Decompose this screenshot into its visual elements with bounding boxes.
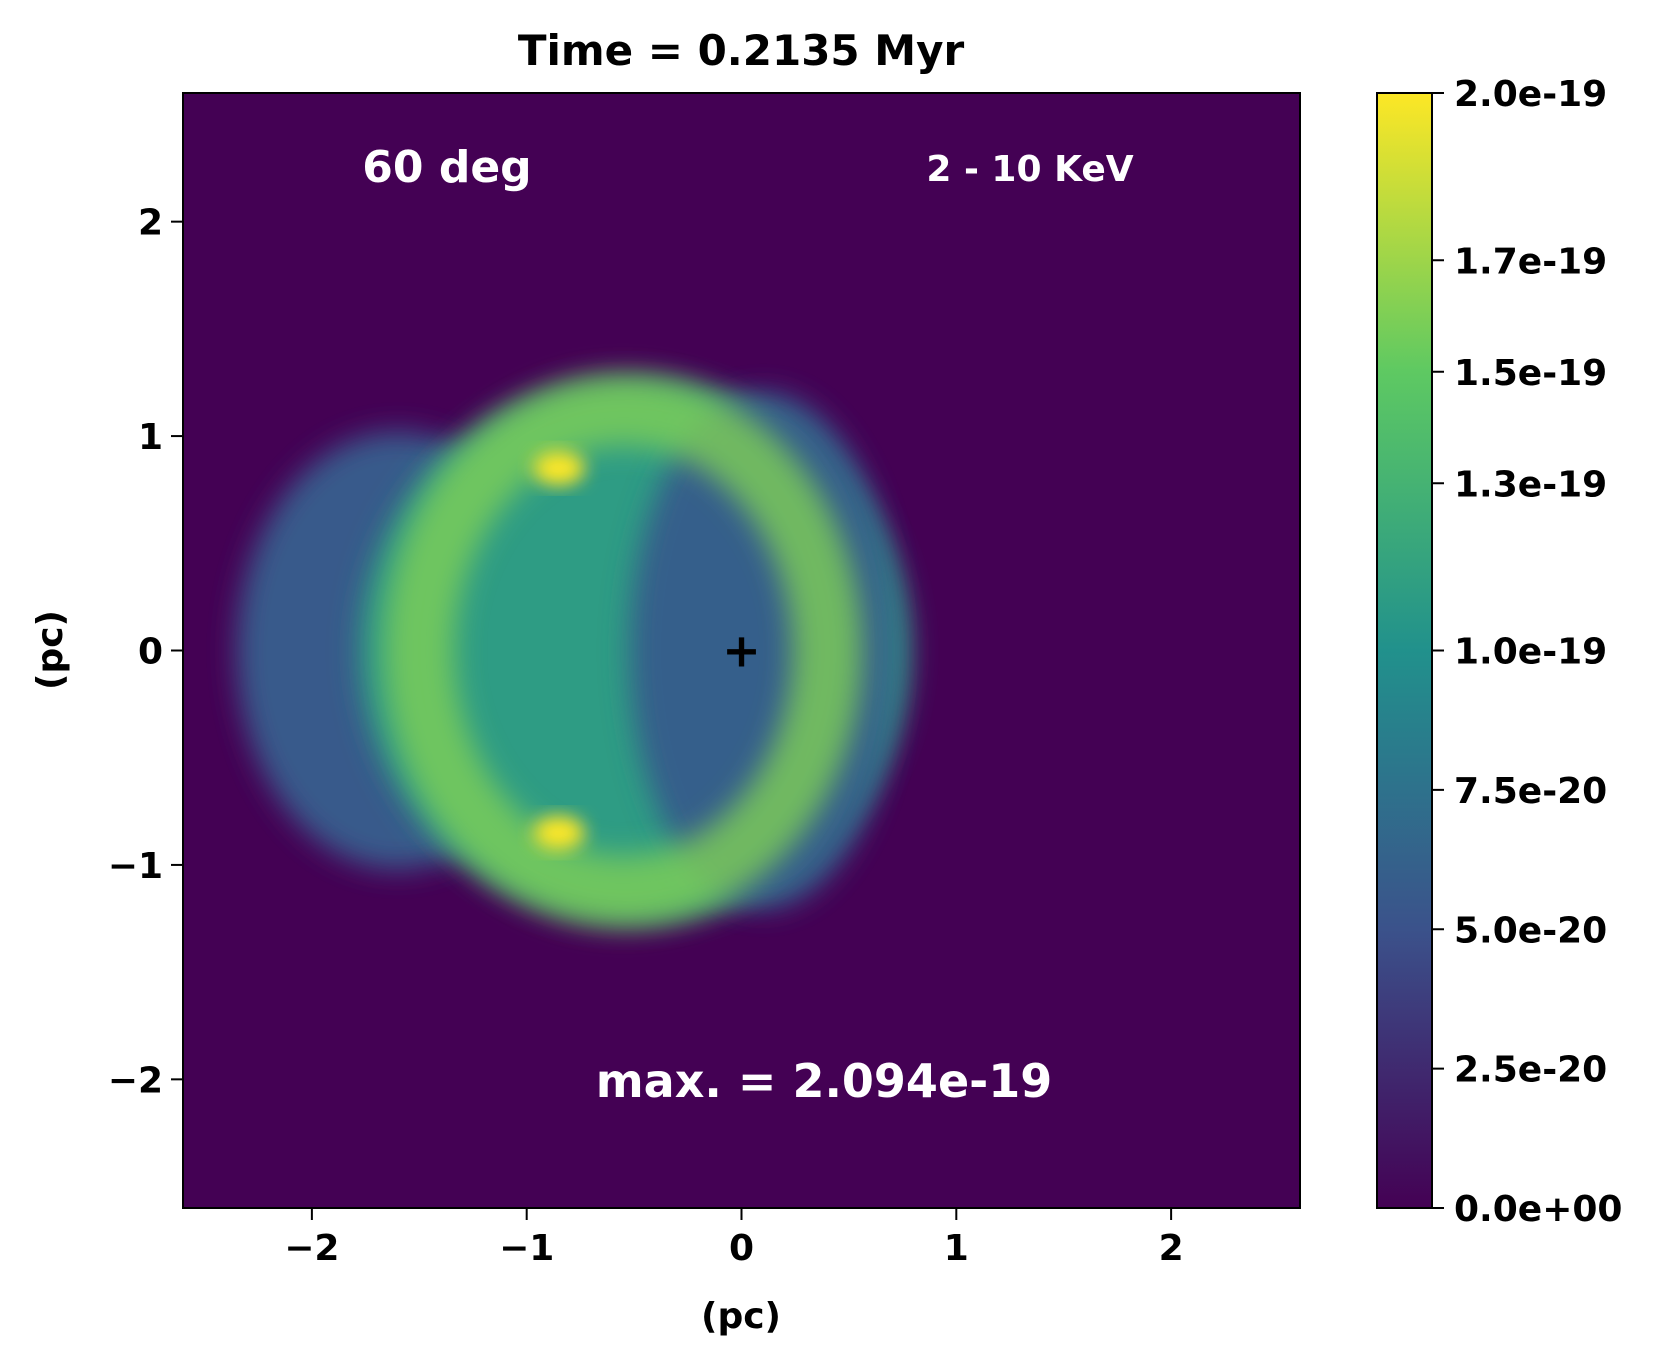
colorbar-tick-label: 5.0e-20: [1454, 910, 1607, 951]
colorbar-tick-label: 1.7e-19: [1454, 241, 1607, 282]
x-tick-label: 1: [944, 1228, 969, 1269]
x-tick-label: −1: [499, 1228, 554, 1269]
heatmap-plot: [182, 92, 1301, 1209]
center-marker: +: [722, 624, 761, 678]
colorbar-tick-label: 2.5e-20: [1454, 1050, 1607, 1091]
colorbar-tick-label: 1.5e-19: [1454, 353, 1607, 394]
x-tick-label: 0: [729, 1228, 754, 1269]
y-axis: −2 −1 0 1 2: [108, 203, 183, 1101]
x-axis: −2 −1 0 1 2: [284, 1208, 1184, 1269]
x-axis-label: (pc): [701, 1296, 781, 1337]
y-tick-label: −2: [108, 1060, 163, 1101]
colorbar: 0.0e+00 2.5e-20 5.0e-20 7.5e-20 1.0e-19 1.3e-…: [1376, 74, 1622, 1230]
y-tick-label: −1: [108, 846, 163, 887]
emission-ring-3: [384, 375, 863, 926]
y-tick-label: 2: [138, 203, 163, 244]
y-axis-label: (pc): [30, 610, 71, 690]
colorbar-tick-label: 1.0e-19: [1454, 632, 1607, 673]
emission-layer: [236, 375, 910, 926]
energy-band-label: 2 - 10 KeV: [926, 149, 1133, 190]
colorbar-tick-label: 2.0e-19: [1454, 74, 1607, 115]
emission-region-5: [533, 815, 585, 850]
colorbar-fill: [1377, 93, 1432, 1208]
chart-title: Time = 0.2135 Myr: [518, 26, 965, 75]
colorbar-tick-label: 7.5e-20: [1454, 771, 1607, 812]
maximum-value-label: max. = 2.094e-19: [596, 1054, 1053, 1108]
angle-label: 60 deg: [362, 142, 531, 193]
y-tick-label: 0: [138, 632, 163, 673]
colorbar-tick-label: 0.0e+00: [1454, 1189, 1622, 1230]
x-tick-label: 2: [1159, 1228, 1184, 1269]
emission-region-4: [533, 451, 585, 486]
colorbar-ticks: 0.0e+00 2.5e-20 5.0e-20 7.5e-20 1.0e-19 1.3e-…: [1432, 74, 1622, 1230]
x-tick-label: −2: [284, 1228, 339, 1269]
y-tick-label: 1: [138, 417, 163, 458]
colorbar-tick-label: 1.3e-19: [1454, 464, 1607, 505]
